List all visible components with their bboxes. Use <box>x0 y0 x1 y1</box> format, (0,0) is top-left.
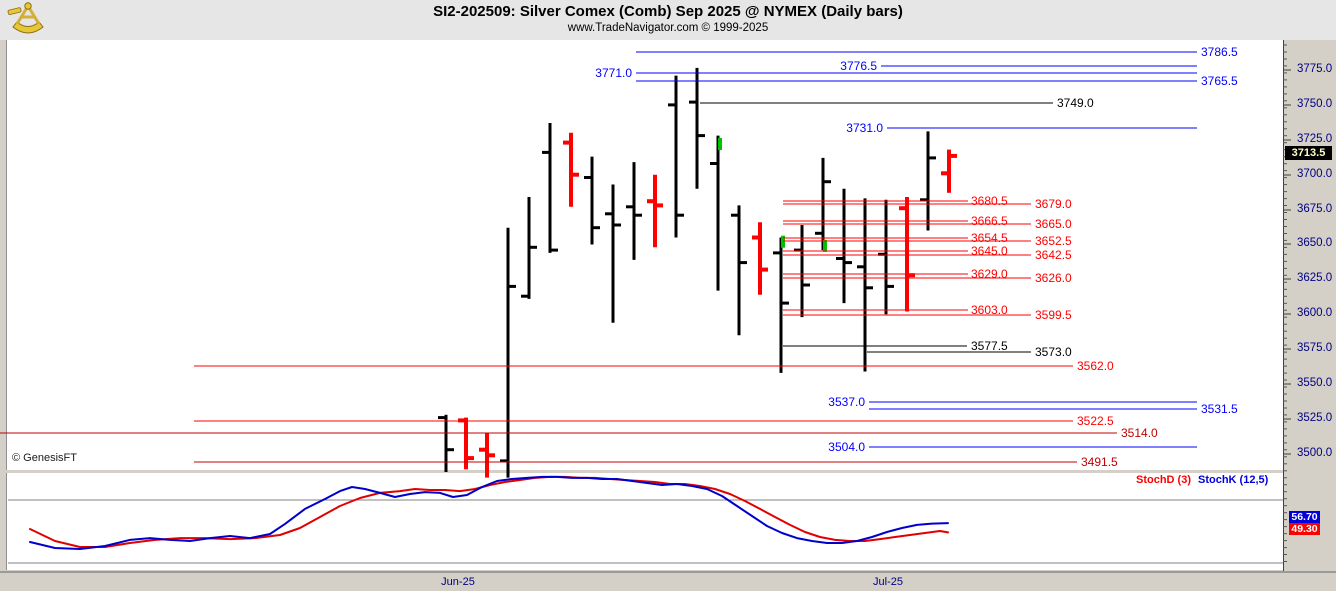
price-tick-label: 3675.0 <box>1297 203 1333 215</box>
genesisft-watermark: © GenesisFT <box>12 452 77 464</box>
date-label: Jul-25 <box>873 576 903 588</box>
price-axis[interactable] <box>1283 40 1336 571</box>
chart-title: SI2-202509: Silver Comex (Comb) Sep 2025… <box>433 3 903 20</box>
chart-subtitle: www.TradeNavigator.com © 1999-2025 <box>567 22 769 34</box>
price-tick-label: 3575.0 <box>1297 342 1333 354</box>
stochk-value-badge: 56.70 <box>1289 511 1320 523</box>
stochastic-panel[interactable] <box>6 473 1284 570</box>
price-tick-label: 3700.0 <box>1297 168 1333 180</box>
genesisft-sextant-logo-icon <box>7 2 44 34</box>
price-tick-label: 3625.0 <box>1297 272 1333 284</box>
last-price-badge: 3713.5 <box>1285 146 1332 160</box>
stochk-legend-label[interactable]: StochK (12,5) <box>1198 474 1269 486</box>
chart-header: SI2-202509: Silver Comex (Comb) Sep 2025… <box>0 0 1336 40</box>
price-tick-label: 3775.0 <box>1297 63 1333 75</box>
price-tick-label: 3600.0 <box>1297 307 1333 319</box>
price-chart-panel[interactable] <box>6 40 1284 470</box>
price-tick-label: 3500.0 <box>1297 447 1333 459</box>
price-tick-label: 3525.0 <box>1297 412 1333 424</box>
stochd-value-badge: 49.30 <box>1289 523 1320 535</box>
price-tick-label: 3725.0 <box>1297 133 1333 145</box>
date-axis[interactable]: Jun-25 Jul-25 <box>0 571 1336 591</box>
price-tick-label: 3750.0 <box>1297 98 1333 110</box>
price-tick-label: 3550.0 <box>1297 377 1333 389</box>
stochd-legend-label[interactable]: StochD (3) <box>1136 474 1191 486</box>
price-tick-label: 3650.0 <box>1297 237 1333 249</box>
date-label: Jun-25 <box>441 576 475 588</box>
